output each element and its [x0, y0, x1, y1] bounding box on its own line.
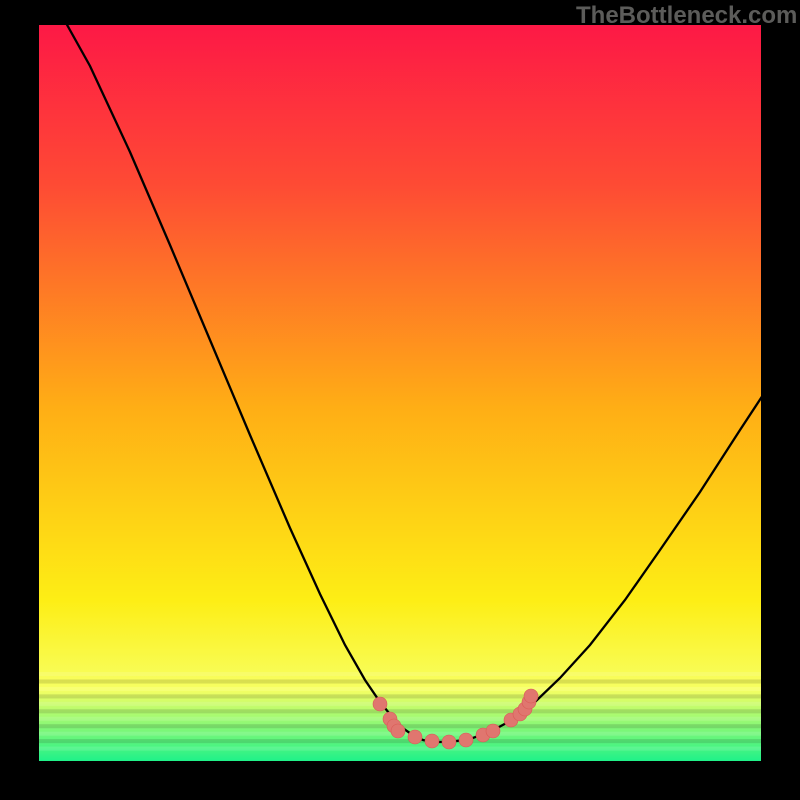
- chart-canvas: [0, 0, 800, 800]
- gradient-plot-area: [37, 23, 763, 763]
- marker-dot: [408, 730, 422, 744]
- marker-dot: [391, 724, 405, 738]
- marker-dot: [524, 689, 538, 703]
- marker-dot: [373, 697, 387, 711]
- marker-dot: [459, 733, 473, 747]
- marker-dot: [486, 724, 500, 738]
- marker-dot: [425, 734, 439, 748]
- marker-dot: [442, 735, 456, 749]
- watermark-text: TheBottleneck.com: [576, 2, 797, 30]
